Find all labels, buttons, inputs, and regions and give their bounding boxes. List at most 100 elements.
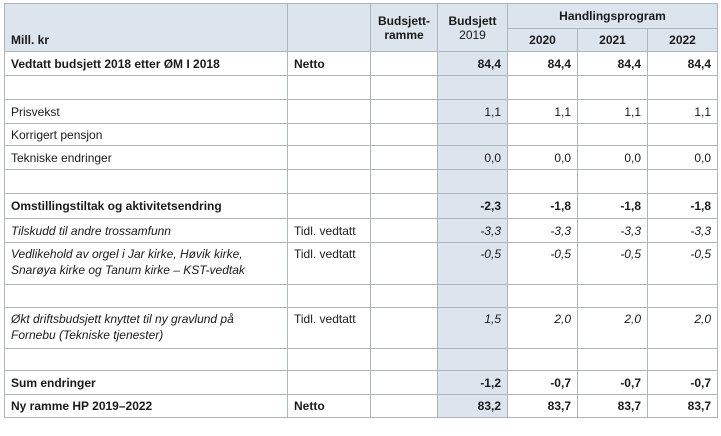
header-year-2021: 2021 <box>577 28 648 52</box>
row-value-2019: -0,5 <box>437 242 508 285</box>
row-budsjettramme <box>370 169 438 194</box>
row-value-2022: 84,4 <box>646 51 719 76</box>
table-row: Vedtatt budsjett 2018 etter ØM I 2018 Net… <box>4 51 719 76</box>
table-body: Vedtatt budsjett 2018 etter ØM I 2018 Net… <box>4 51 719 418</box>
table-row: Omstillingstiltak og aktivitetsendring -2… <box>4 193 719 219</box>
row-value-2019 <box>437 169 508 194</box>
row-label <box>4 169 288 194</box>
row-value-2022: -0,5 <box>646 242 719 285</box>
row-value-2020: 2,0 <box>507 307 578 349</box>
row-value-2021 <box>577 75 648 100</box>
header-budsjett-2019: Budsjett 2019 <box>437 3 508 52</box>
row-value-2019: -3,3 <box>437 218 508 243</box>
row-value-2020 <box>507 75 578 100</box>
row-budsjettramme <box>370 218 438 243</box>
row-value-2022 <box>646 284 719 308</box>
row-value-2021 <box>577 284 648 308</box>
row-value-2021: 2,0 <box>577 307 648 349</box>
row-value-2020: 0,0 <box>507 145 578 170</box>
row-value-2021: 1,1 <box>577 99 648 124</box>
row-value-2020: 84,4 <box>507 51 578 76</box>
row-budsjettramme <box>370 99 438 124</box>
row-label: Ny ramme HP 2019–2022 <box>4 394 288 418</box>
row-value-2020 <box>507 284 578 308</box>
row-value-2021: -3,3 <box>577 218 648 243</box>
row-value-2022: 83,7 <box>646 394 719 418</box>
row-value-2022: 2,0 <box>646 307 719 349</box>
row-value-2021: -0,7 <box>577 370 648 395</box>
row-value-2019: -2,3 <box>437 193 508 219</box>
row-note: Tidl. vedtatt <box>287 218 371 243</box>
row-note <box>287 99 371 124</box>
row-budsjettramme <box>370 123 438 146</box>
row-label <box>4 284 288 308</box>
row-note: Tidl. vedtatt <box>287 242 371 285</box>
row-value-2022: -0,7 <box>646 370 719 395</box>
row-value-2021 <box>577 348 648 371</box>
row-note: Netto <box>287 51 371 76</box>
header-year-2022: 2022 <box>646 28 719 52</box>
row-budsjettramme <box>370 145 438 170</box>
row-value-2020: -3,3 <box>507 218 578 243</box>
budget-table: Mill. kr Budsjett- ramme Budsjett 2019 H… <box>4 3 719 418</box>
row-value-2022 <box>646 348 719 371</box>
row-budsjettramme <box>370 51 438 76</box>
row-value-2021: 83,7 <box>577 394 648 418</box>
row-label: Vedtatt budsjett 2018 etter ØM I 2018 <box>4 51 288 76</box>
row-value-2021: -1,8 <box>577 193 648 219</box>
table-row <box>4 348 719 371</box>
row-value-2022 <box>646 169 719 194</box>
row-value-2019: 1,1 <box>437 99 508 124</box>
row-value-2021 <box>577 123 648 146</box>
row-label: Tekniske endringer <box>4 145 288 170</box>
table-row: Ny ramme HP 2019–2022 Netto 83,2 83,7 83,7 83… <box>4 394 719 418</box>
row-value-2022: 1,1 <box>646 99 719 124</box>
table-row: Tilskudd til andre trossamfunn Tidl. vedt… <box>4 218 719 243</box>
row-value-2019: 83,2 <box>437 394 508 418</box>
row-note <box>287 145 371 170</box>
row-note <box>287 169 371 194</box>
row-label: Sum endringer <box>4 370 288 395</box>
row-value-2021: 0,0 <box>577 145 648 170</box>
row-value-2019: 1,5 <box>437 307 508 349</box>
row-note <box>287 348 371 371</box>
row-budsjettramme <box>370 193 438 219</box>
row-value-2019 <box>437 123 508 146</box>
row-label: Korrigert pensjon <box>4 123 288 146</box>
row-budsjettramme <box>370 284 438 308</box>
row-value-2020: -1,8 <box>507 193 578 219</box>
table-row: Korrigert pensjon <box>4 123 719 146</box>
row-note <box>287 123 371 146</box>
header-mill-kr: Mill. kr <box>4 3 288 52</box>
row-value-2019 <box>437 284 508 308</box>
header-budsjett-year: 2019 <box>459 27 486 42</box>
row-note: Tidl. vedtatt <box>287 307 371 349</box>
row-value-2022 <box>646 75 719 100</box>
row-value-2019 <box>437 75 508 100</box>
row-value-2019: -1,2 <box>437 370 508 395</box>
row-note <box>287 75 371 100</box>
row-value-2019: 0,0 <box>437 145 508 170</box>
row-label: Prisvekst <box>4 99 288 124</box>
row-label <box>4 348 288 371</box>
row-value-2019 <box>437 348 508 371</box>
row-value-2020: -0,7 <box>507 370 578 395</box>
header-handlingsprogram: Handlingsprogram <box>506 3 719 29</box>
row-note <box>287 284 371 308</box>
table-row <box>4 169 719 194</box>
row-value-2021: 84,4 <box>577 51 648 76</box>
row-label: Vedlikehold av orgel i Jar kirke, Høvik … <box>4 242 288 285</box>
header-note-column <box>287 3 371 52</box>
row-budsjettramme <box>370 242 438 285</box>
row-value-2020 <box>507 348 578 371</box>
row-note: Netto <box>287 394 371 418</box>
row-budsjettramme <box>370 394 438 418</box>
row-note <box>287 370 371 395</box>
table-row: Vedlikehold av orgel i Jar kirke, Høvik … <box>4 242 719 285</box>
row-value-2022 <box>646 123 719 146</box>
row-budsjettramme <box>370 75 438 100</box>
table-row <box>4 75 719 100</box>
row-label: Økt driftsbudsjett knyttet til ny gravlu… <box>4 307 288 349</box>
row-value-2019: 84,4 <box>437 51 508 76</box>
row-value-2022: 0,0 <box>646 145 719 170</box>
